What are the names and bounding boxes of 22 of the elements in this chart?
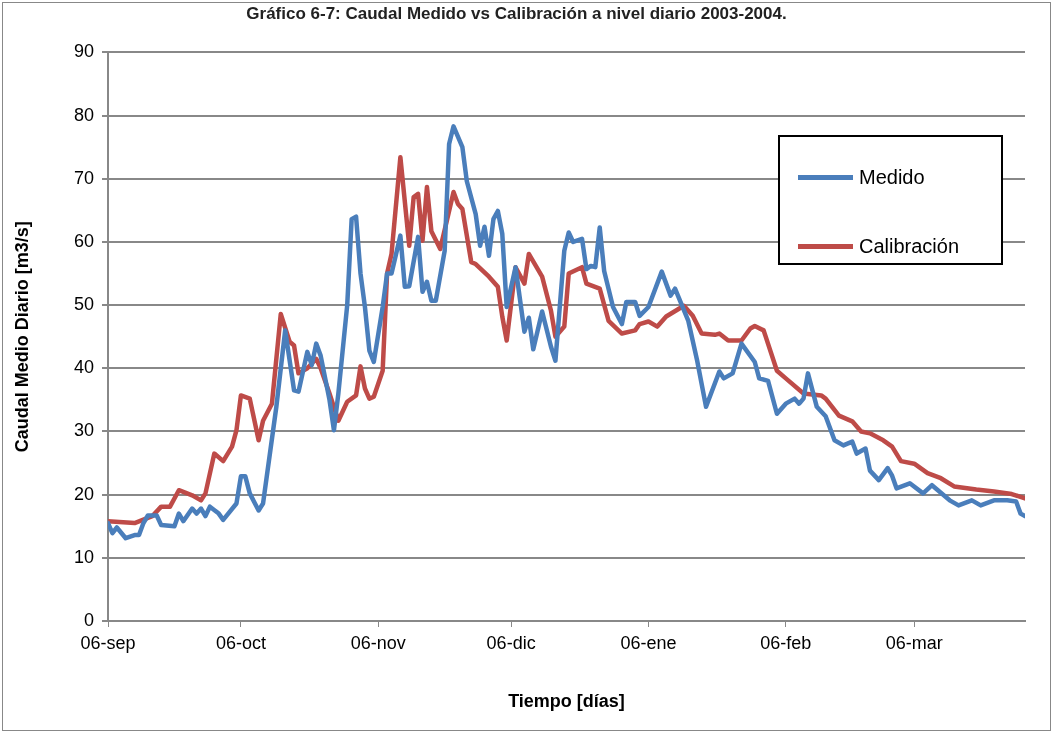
legend-label: Calibración bbox=[859, 235, 960, 258]
x-tick-label: 06-oct bbox=[215, 632, 266, 653]
x-tick-label: 06-ene bbox=[620, 632, 677, 653]
y-tick-label: 10 bbox=[73, 546, 94, 567]
x-tick-label: 06-feb bbox=[760, 632, 812, 653]
y-tick-label: 30 bbox=[73, 420, 94, 441]
y-tick-label: 40 bbox=[73, 357, 94, 378]
y-tick-label: 20 bbox=[73, 483, 94, 504]
y-tick-label: 0 bbox=[83, 609, 94, 630]
x-tick-label: 06-nov bbox=[350, 632, 406, 653]
y-tick-label: 70 bbox=[73, 167, 94, 188]
x-tick-label: 06-dic bbox=[486, 632, 536, 653]
chart-title: Gráfico 6-7: Caudal Medido vs Calibración a nivel diario 2003-2004. bbox=[246, 3, 787, 23]
y-tick-label: 50 bbox=[73, 294, 94, 315]
y-axis-title: Caudal Medio Diario [m3/s] bbox=[11, 221, 32, 453]
x-axis-title: Tiempo [días] bbox=[508, 691, 625, 712]
legend-label: Medido bbox=[859, 165, 925, 189]
y-tick-label: 90 bbox=[73, 41, 94, 62]
y-tick-label: 80 bbox=[73, 104, 94, 125]
x-tick-label: 06-mar bbox=[885, 632, 943, 653]
x-tick-label: 06-sep bbox=[80, 632, 136, 653]
y-tick-label: 60 bbox=[73, 230, 94, 251]
